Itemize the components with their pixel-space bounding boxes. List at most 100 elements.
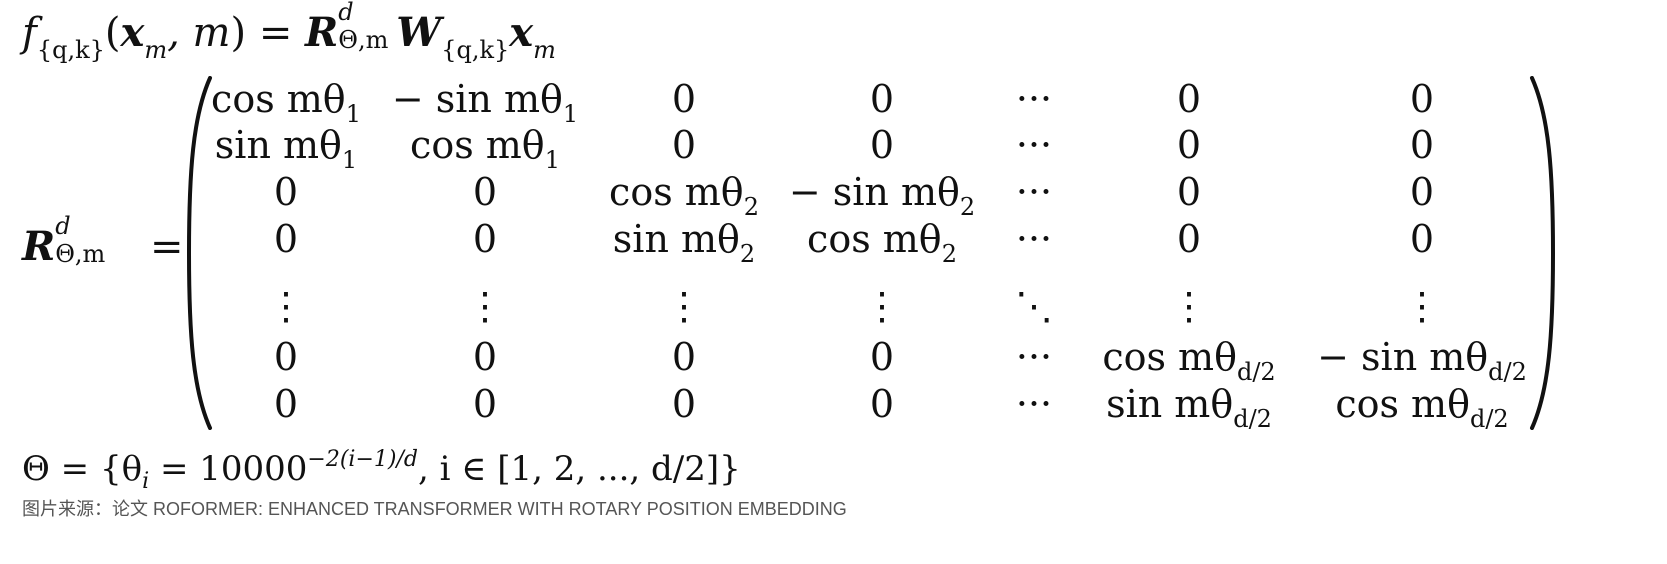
rotation-symbol: R (305, 9, 339, 56)
lhs-rotation-subscript: Θ,m (55, 240, 106, 268)
matrix-cell: 0 (672, 381, 696, 427)
matrix-cell: 0 (1410, 169, 1434, 215)
x-subscript: m (144, 36, 168, 64)
matrix-cell: ⋮ (267, 283, 305, 329)
w-symbol: W (396, 9, 442, 56)
matrix-cell-value: 0 (273, 335, 299, 379)
matrix-cell: sin mθ1 (214, 122, 357, 174)
matrix-cell-value: ··· (1015, 77, 1053, 121)
matrix-cell-subscript: 2 (941, 240, 957, 268)
w-subscript: {q,k} (441, 36, 510, 64)
matrix-cell-value: ··· (1015, 170, 1053, 214)
matrix-cell-value: sin mθ (214, 123, 342, 167)
matrix-cell: 0 (1177, 122, 1201, 168)
matrix-cell: 0 (1177, 169, 1201, 215)
x2-subscript: m (533, 36, 556, 64)
matrix-cell: ··· (1016, 76, 1052, 122)
x-symbol: x (120, 9, 145, 56)
matrix-cell: ⋮ (466, 283, 504, 329)
matrix-cell-value: 0 (1409, 123, 1435, 167)
matrix-cell: 0 (870, 76, 894, 122)
matrix-cell-value: 0 (671, 123, 697, 167)
matrix-cell: cos mθd/2 (1335, 381, 1508, 433)
matrix-cell: ⋮ (665, 283, 703, 329)
matrix-cell-value: 0 (1409, 77, 1435, 121)
matrix-cell: ⋮ (1403, 283, 1441, 329)
matrix-cell: − sin mθ2 (789, 169, 975, 221)
close-paren: ) (230, 10, 247, 56)
matrix-cell-value: ⋮ (863, 284, 901, 328)
matrix-cell-value: 0 (1409, 217, 1435, 261)
matrix-cell: ⋱ (1015, 283, 1053, 329)
matrix-cell: 0 (870, 334, 894, 380)
matrix-cell-value: 0 (869, 123, 895, 167)
theta-lhs: Θ = {θ (22, 449, 143, 489)
matrix-cell-value: 0 (1176, 217, 1202, 261)
matrix-cell-value: 0 (472, 217, 498, 261)
matrix-cell-subscript: d/2 (1469, 405, 1509, 433)
rotation-subscript: Θ,m (338, 26, 389, 54)
matrix-row: 0 0 cos mθ2 − sin mθ2 ··· 0 0 (214, 169, 1528, 221)
matrix-cell-value: 0 (671, 382, 697, 426)
matrix-cell: 0 (672, 122, 696, 168)
lhs-rotation-scripts: d Θ,m (55, 214, 137, 268)
matrix-cell-subscript: 1 (341, 146, 358, 174)
matrix-row: cos mθ1− sin mθ1 0 0 ··· 0 0 (211, 76, 1528, 128)
matrix-cell-value: 0 (472, 335, 498, 379)
matrix-cell: 0 (1410, 76, 1434, 122)
matrix-cell: 0 (1410, 216, 1434, 262)
matrix-cell-value: 0 (869, 77, 895, 121)
matrix-cell: − sin mθ1 (392, 76, 578, 128)
matrix-cell-subscript: d/2 (1488, 358, 1527, 386)
matrix-cell-value: sin mθ (612, 217, 740, 261)
matrix-cell-value: 0 (472, 170, 498, 214)
matrix-cell: 0 (274, 334, 298, 380)
matrix-cell-value: sin mθ (1106, 382, 1234, 426)
matrix-cell-value: cos mθ (1335, 382, 1470, 426)
matrix-cell-value: − sin mθ (1317, 335, 1489, 379)
lhs-equals-sign: = (149, 224, 184, 270)
matrix-cell: 0 (473, 334, 497, 380)
f-subscript: {q,k} (36, 36, 105, 64)
matrix-cell-value: 0 (671, 77, 697, 121)
matrix-cell: cos mθd/2 (1102, 334, 1275, 386)
comma-m: , m (167, 10, 231, 56)
matrix-cell: − sin mθd/2 (1317, 334, 1527, 386)
matrix-cell: 0 (1410, 122, 1434, 168)
rotation-scripts: d Θ,m (338, 0, 396, 54)
matrix-row: ⋮ ⋮ ⋮ ⋮ ⋱ ⋮ ⋮ (214, 283, 1528, 329)
matrix-cell: cos mθ2 (609, 169, 759, 221)
theta-equals: = 10000 (149, 449, 308, 489)
matrix-cell: ··· (1016, 169, 1052, 215)
matrix-cell: ⋮ (863, 283, 901, 329)
matrix-cell: 0 (870, 381, 894, 427)
matrix-cell-subscript: d/2 (1233, 405, 1272, 433)
open-paren: ( (104, 10, 121, 56)
matrix-cell-value: cos mθ (410, 123, 545, 167)
matrix-cell-value: ··· (1015, 217, 1053, 261)
matrix-cell: ··· (1016, 216, 1052, 262)
matrix-cell-value: 0 (1409, 170, 1435, 214)
matrix-cell-value: ⋮ (267, 284, 305, 328)
matrix-cell: 0 (1177, 76, 1201, 122)
theta-exponent: −2(i−1)/d (307, 447, 418, 472)
image-source-caption: 图片来源：论文 ROFORMER: ENHANCED TRANSFORMER W… (22, 499, 847, 519)
matrix-row: 0 0 sin mθ 2 cos mθ2 ··· 0 0 (214, 216, 1528, 268)
x2-symbol: x (509, 9, 534, 56)
matrix-cell-value: 0 (273, 217, 299, 261)
matrix-cell-value: cos mθ (609, 170, 744, 214)
matrix-right-paren (1530, 76, 1556, 430)
matrix-cell-subscript: d/2 (1236, 358, 1276, 386)
rotation-superscript: d (338, 0, 354, 26)
matrix-cell: 0 (274, 216, 298, 262)
matrix-cell: ··· (1016, 122, 1052, 168)
matrix-cell-value: 0 (273, 170, 299, 214)
matrix-cell: cos mθ2 (807, 216, 957, 268)
matrix-cell: 0 (274, 169, 298, 215)
matrix-cell-value: ⋮ (466, 284, 504, 328)
matrix-cell-value: cos mθ (1102, 335, 1237, 379)
matrix-cell: cos mθ1 (410, 122, 560, 174)
theta-subscript: i (142, 469, 150, 494)
matrix-cell-subscript: 1 (345, 100, 361, 128)
theta-definition: Θ = {θi = 10000−2(i−1)/d, i ∈ [1, 2, ...… (22, 449, 741, 493)
